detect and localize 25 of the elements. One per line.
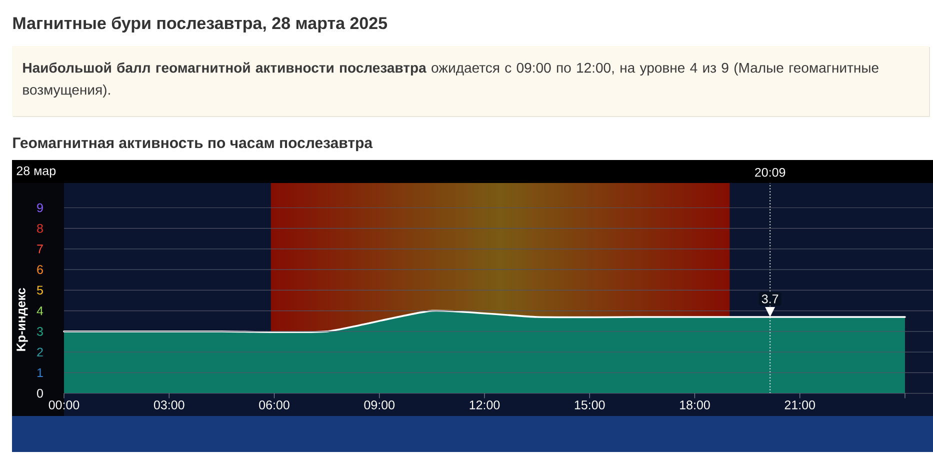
chart-subtitle: Геомагнитная активность по часам послезавтра: [13, 138, 373, 152]
y-tick-label: 9: [37, 203, 43, 212]
y-tick-label: 6: [37, 265, 43, 274]
ref-line-label: 20:09: [755, 168, 786, 177]
y-tick-label: 2: [37, 348, 43, 356]
y-tick-label: 5: [37, 286, 43, 295]
y-tick-label: 7: [37, 244, 43, 254]
text: 28 мар: [16, 166, 56, 178]
y-tick-label: 1: [37, 368, 43, 377]
x-tick-label: 15:00: [574, 400, 605, 410]
chart-title: Магнитные бури послезавтра, 28 марта 2025: [13, 16, 388, 33]
y-tick-label: 0: [37, 388, 43, 398]
x-tick-label: 21:00: [784, 400, 816, 410]
x-tick-label: 18:00: [680, 400, 710, 410]
y-tick-label: 8: [37, 224, 43, 233]
y-tick-label: 3: [36, 327, 43, 336]
y-axis-title: Kp-индекс: [16, 288, 28, 351]
text: Наибольшой балл геомагнитной активности послезавтра ожидается с 09:00 по 12:00, на уровне 4 из 9 (Малые геомагнитные возмущения).: [23, 62, 878, 98]
x-tick-label: 06:00: [259, 400, 290, 410]
annotation: 3.7: [762, 294, 778, 304]
x-tick-label: 00:00: [48, 400, 80, 410]
x-tick-label: 12:00: [470, 400, 500, 410]
x-tick-label: 03:00: [154, 400, 184, 410]
x-tick-label: 09:00: [364, 400, 395, 410]
y-tick-label: 4: [36, 306, 44, 316]
